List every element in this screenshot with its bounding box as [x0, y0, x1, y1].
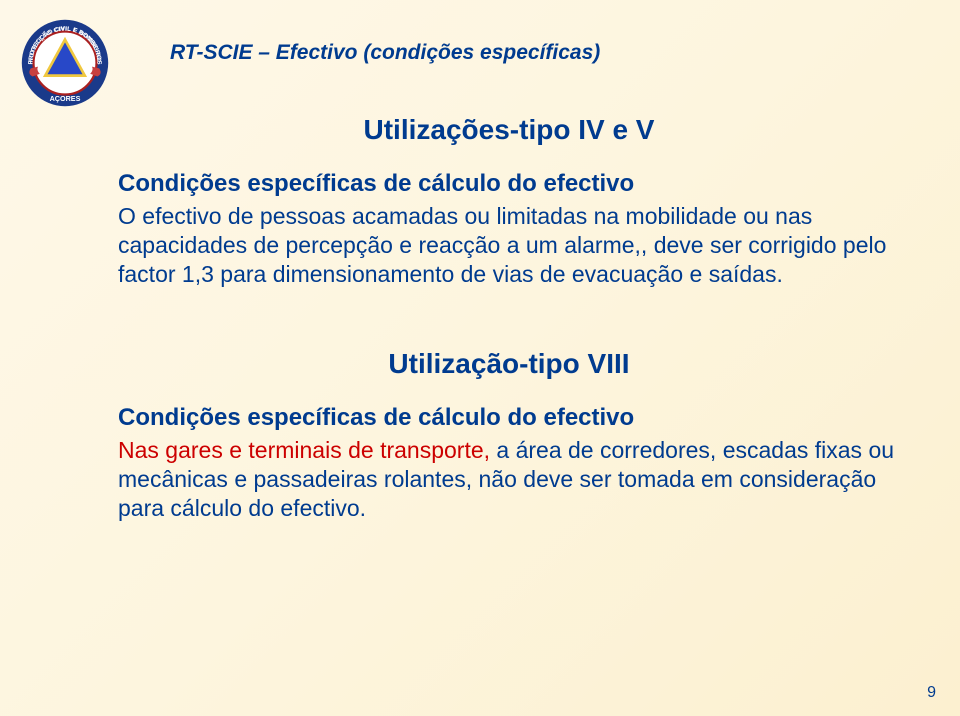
page-number: 9 — [927, 684, 936, 702]
civil-protection-logo: AÇORES PROTECÇÃO CIVIL E BOMBEIROS PROTE… — [20, 18, 110, 108]
section1-body: O efectivo de pessoas acamadas ou limita… — [118, 202, 900, 288]
section2-heading: Condições específicas de cálculo do efec… — [118, 404, 900, 432]
section1-heading: Condições específicas de cálculo do efec… — [118, 170, 900, 198]
section1-title: Utilizações-tipo IV e V — [118, 114, 900, 146]
section2-body: Nas gares e terminais de transporte, a á… — [118, 436, 900, 522]
slide-content: Utilizações-tipo IV e V Condições especí… — [0, 114, 960, 523]
header-title: RT-SCIE – Efectivo (condições específica… — [170, 41, 600, 65]
svg-text:AÇORES: AÇORES — [50, 94, 81, 103]
section2-lead: Nas gares e terminais de transporte, — [118, 437, 490, 463]
section2-title: Utilização-tipo VIII — [118, 348, 900, 380]
